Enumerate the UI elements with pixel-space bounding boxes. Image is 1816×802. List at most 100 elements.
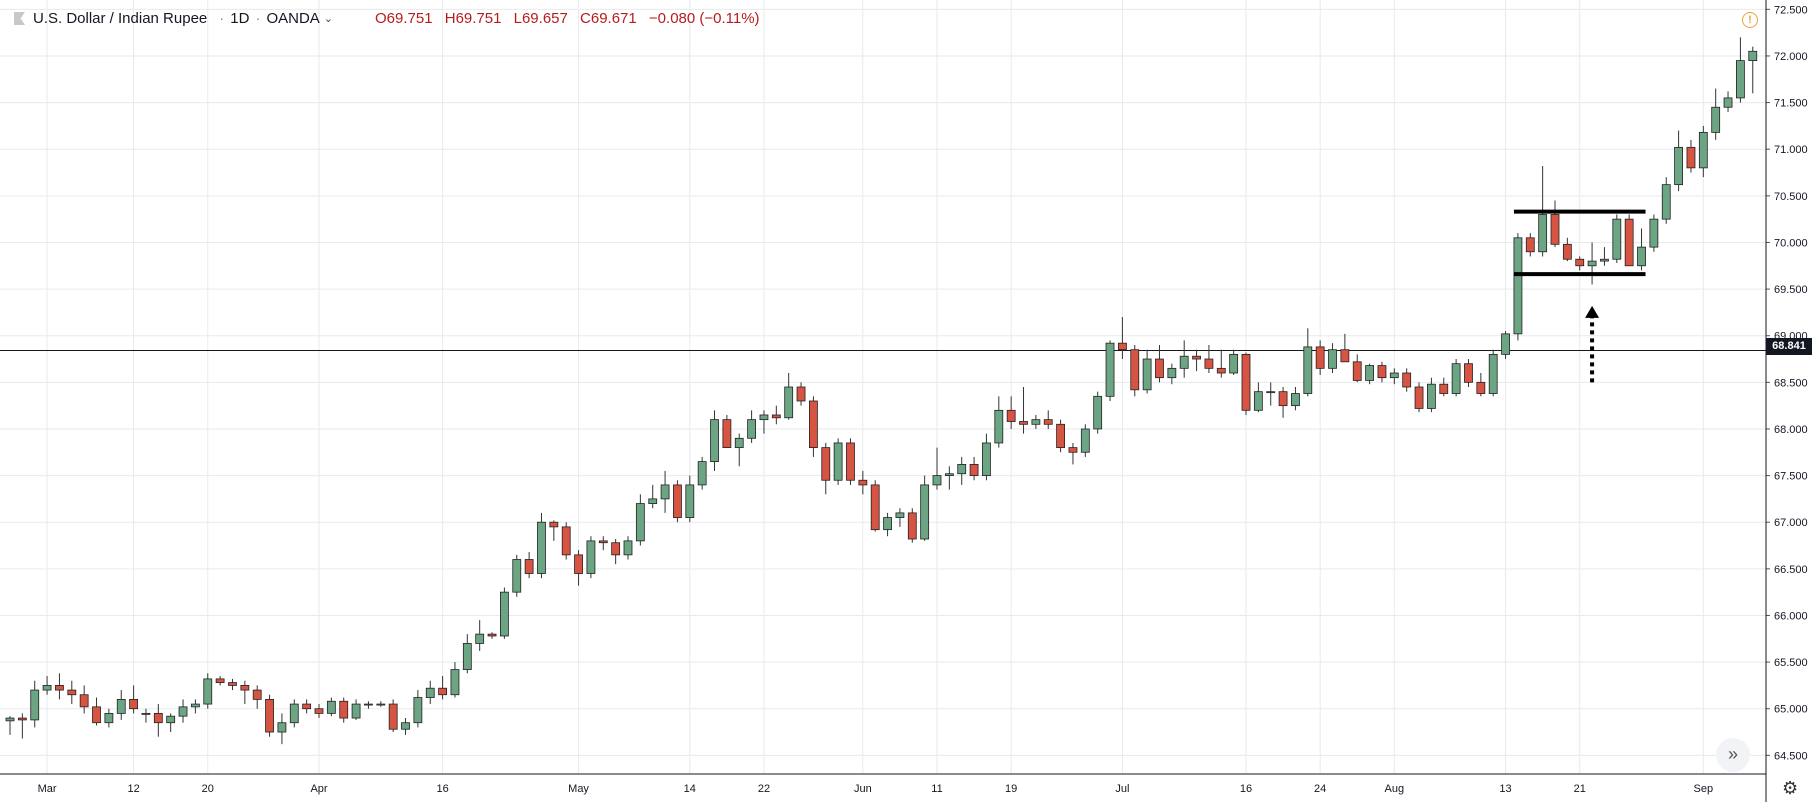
candle-body (228, 682, 237, 686)
y-tick-label: 68.500 (1774, 377, 1808, 389)
x-tick-label: 13 (1499, 783, 1511, 795)
gear-icon[interactable]: ⚙ (1782, 778, 1799, 798)
candle (944, 466, 954, 490)
candle-body (326, 700, 336, 714)
candle-body (1624, 218, 1634, 267)
candle-body (747, 419, 756, 439)
candle-body (1637, 246, 1646, 267)
candle (660, 470, 670, 513)
candle (710, 410, 719, 471)
candle (1624, 214, 1634, 267)
candle-body (796, 386, 806, 402)
y-tick-label: 72.500 (1774, 4, 1808, 16)
candle (314, 704, 324, 719)
x-tick-label: 19 (1005, 783, 1017, 795)
candle-body (401, 722, 410, 730)
candle-body (1056, 423, 1065, 449)
candle (215, 676, 225, 686)
candle (1736, 37, 1745, 103)
candle-body (1723, 97, 1733, 108)
source-label[interactable]: OANDA (266, 10, 320, 27)
chevron-down-icon[interactable]: ⌄ (323, 13, 334, 25)
price-axis-labels[interactable]: 64.500 65.000 65.500 66.000 66.500 67.000 67.5… (1774, 4, 1808, 762)
candle (1093, 391, 1103, 434)
candle-body (586, 540, 596, 574)
candle (141, 708, 151, 723)
candle-body (153, 712, 163, 724)
candle-body (339, 700, 349, 719)
candle (1748, 46, 1758, 94)
alert-icon[interactable]: ! (1742, 12, 1758, 28)
candle-body (5, 717, 15, 722)
candle (153, 704, 163, 737)
x-tick-label: Aug (1385, 783, 1405, 795)
candle (697, 456, 707, 490)
candle (673, 480, 682, 523)
candle-body (1142, 358, 1152, 391)
candle-body (846, 442, 855, 481)
candle (1612, 214, 1622, 263)
candle-body (1748, 50, 1758, 62)
high-value: H69.751 (444, 10, 502, 27)
symbol-legend[interactable]: U.S. Dollar / Indian Rupee · 1D · OANDA … (14, 10, 768, 27)
candle-series (5, 37, 1758, 745)
time-axis-labels[interactable]: Mar 12 20 Apr 16 May 14 22 Jun 11 19 Jul 16 24 Aug 13 21… (38, 783, 1714, 795)
candle (351, 699, 361, 720)
candle-body (809, 400, 818, 449)
candle (1315, 340, 1325, 375)
collapse-flag-icon[interactable] (14, 12, 25, 25)
candle-body (1575, 258, 1585, 267)
candle-body (116, 698, 126, 714)
candle (722, 414, 732, 449)
candle (1241, 352, 1251, 415)
candle (1056, 419, 1065, 453)
candle-body (1711, 106, 1721, 133)
candle (907, 508, 917, 543)
y-tick-label: 71.500 (1774, 98, 1808, 110)
symbol-name[interactable]: U.S. Dollar / Indian Rupee (33, 10, 208, 27)
candle-body (42, 685, 52, 691)
candle-body (1328, 349, 1337, 369)
candle (1513, 233, 1523, 341)
candle (994, 396, 1004, 448)
candle (1031, 414, 1041, 429)
candle (932, 447, 942, 490)
candle-body (685, 484, 695, 518)
candle (1575, 256, 1585, 271)
candle (635, 494, 645, 546)
candle-body (1167, 367, 1177, 379)
candle-body (141, 712, 151, 715)
axes (0, 0, 1770, 802)
candle-body (215, 678, 225, 684)
candle (982, 433, 991, 481)
candle-body (1291, 393, 1300, 407)
candle-body (462, 643, 472, 670)
candle-body (1538, 214, 1548, 253)
candle (870, 480, 880, 532)
candle-body (1315, 346, 1325, 369)
candle (42, 676, 52, 695)
candle (598, 536, 608, 551)
candle-body (957, 463, 967, 475)
candle (1562, 237, 1572, 262)
candle-body (1600, 258, 1609, 262)
interval-label[interactable]: 1D (230, 10, 250, 27)
candle (1686, 139, 1696, 173)
candle (289, 699, 299, 728)
candle (462, 634, 472, 674)
candle (499, 587, 509, 639)
candle (240, 680, 250, 705)
candle-body (549, 521, 559, 528)
candle (1216, 349, 1226, 378)
candle-body (1451, 363, 1461, 394)
y-tick-label: 72.000 (1774, 51, 1808, 63)
candle (771, 405, 781, 425)
candle-body (524, 559, 534, 574)
candle (79, 685, 89, 714)
candle-body (1006, 409, 1016, 422)
x-tick-label: 24 (1314, 783, 1326, 795)
candle-body (425, 687, 435, 698)
double-chevron-right-icon[interactable]: » (1716, 738, 1750, 772)
candle-body (784, 386, 794, 419)
